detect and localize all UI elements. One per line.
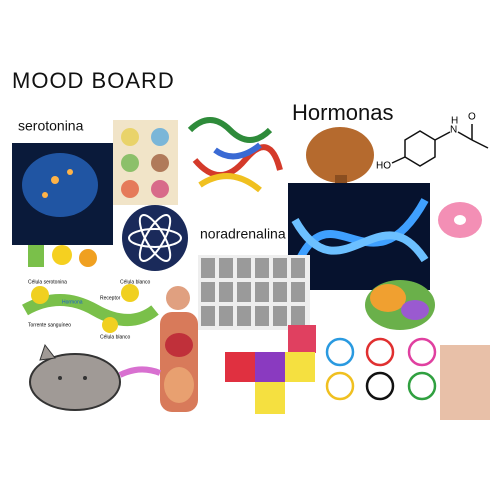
neck-photo: [440, 345, 490, 420]
label-noradrenalina: noradrenalina: [200, 226, 286, 242]
molecule: [391, 124, 489, 167]
neuron: [51, 176, 59, 184]
brain-region: [370, 284, 406, 312]
pusheen: [29, 343, 162, 411]
label-hormonas: Hormonas: [292, 100, 393, 125]
emoji-cube: [225, 325, 316, 414]
face-icons: [121, 128, 169, 198]
brain-glow: [22, 153, 98, 217]
protein-ribbon: [187, 117, 283, 193]
molecule-o: O: [468, 112, 476, 123]
diagram-label: Hormona: [62, 299, 83, 305]
emoji-faces: [325, 337, 437, 401]
atom: [128, 214, 182, 262]
brain-region: [401, 300, 429, 320]
diagram-label: Receptor: [100, 295, 121, 301]
bulbs: [28, 245, 97, 267]
molecule-ho: HO: [376, 161, 391, 172]
diagram-label: Célula blanco: [100, 334, 131, 340]
neuron: [67, 169, 73, 175]
brain-model: [306, 127, 374, 183]
diagram-label: Célula serotonina: [28, 279, 67, 285]
anatomy: [160, 286, 198, 412]
neuron: [42, 192, 48, 198]
molecule-n: N: [450, 125, 457, 136]
label-serotonina: serotonina: [18, 118, 84, 134]
dna-strand: [291, 218, 429, 263]
molecule-h: H: [451, 116, 458, 127]
diagram-label: Torrente sanguíneo: [28, 322, 71, 328]
title: MOOD BOARD: [12, 68, 175, 93]
diagram-label: Célula blanco: [120, 279, 151, 285]
face-photo-grid: [201, 258, 305, 326]
hormone-diagram: [22, 284, 159, 333]
atom-bg: [122, 205, 188, 271]
donut-hole: [454, 215, 466, 225]
